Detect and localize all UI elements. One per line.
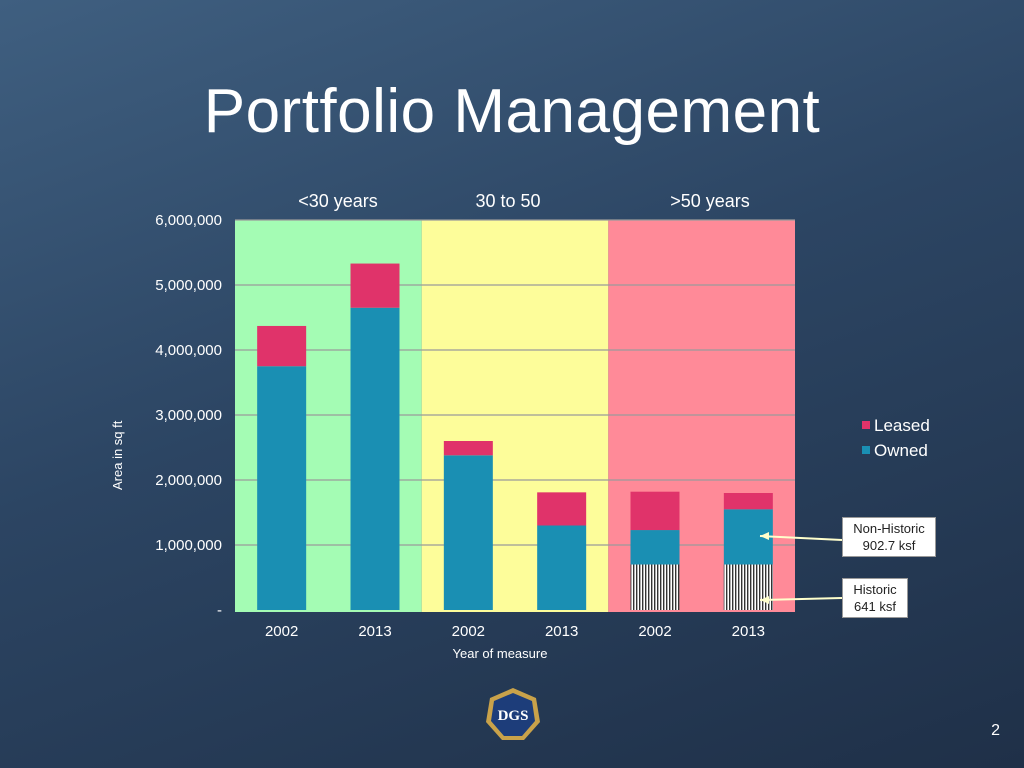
y-tick-label: 4,000,000	[155, 342, 222, 359]
bar-owned	[350, 307, 400, 610]
dgs-seal-logo: DGS	[486, 688, 540, 740]
legend-swatch-leased	[862, 421, 870, 429]
legend-swatch-owned	[862, 446, 870, 454]
y-tick-label: 5,000,000	[155, 277, 222, 294]
x-tick-label: 2013	[545, 623, 578, 640]
bar-historic-hatch	[723, 564, 773, 610]
bar-owned	[257, 366, 307, 610]
y-axis-title: Area in sq ft	[110, 420, 125, 490]
bar-leased	[723, 493, 773, 510]
callout-non-historic-label: Non-Historic	[853, 521, 925, 536]
bar-leased	[537, 492, 587, 526]
callout-historic-label: Historic	[853, 582, 897, 597]
x-tick-label: 2002	[638, 623, 671, 640]
bar-owned	[537, 525, 587, 610]
bar-owned	[443, 455, 493, 610]
band-label-gt50: >50 years	[670, 191, 750, 211]
bar-leased	[350, 263, 400, 308]
y-tick-label: -	[217, 602, 222, 619]
x-tick-label: 2013	[358, 623, 391, 640]
slide-title: Portfolio Management	[203, 77, 821, 146]
callout-arrow-line	[759, 535, 843, 541]
logo-text: DGS	[498, 708, 529, 724]
page-number: 2	[991, 722, 1000, 739]
bar-leased	[630, 491, 680, 531]
legend-label-leased: Leased	[874, 416, 930, 435]
y-tick-label: 1,000,000	[155, 537, 222, 554]
bar-historic-hatch	[630, 564, 680, 610]
bar-leased	[257, 325, 307, 367]
y-tick-label: 2,000,000	[155, 472, 222, 489]
callout-non-historic: Non-Historic 902.7 ksf	[842, 517, 936, 557]
x-axis-title: Year of measure	[452, 646, 548, 661]
y-tick-label: 6,000,000	[155, 212, 222, 229]
bar-leased	[443, 441, 493, 456]
x-tick-label: 2002	[452, 623, 485, 640]
callout-historic: Historic 641 ksf	[842, 578, 908, 618]
callout-arrow-head	[760, 532, 769, 540]
band-label-lt30: <30 years	[298, 191, 378, 211]
legend-label-owned: Owned	[874, 441, 928, 460]
callout-arrow-line	[759, 597, 843, 601]
x-tick-label: 2002	[265, 623, 298, 640]
callout-historic-value: 641 ksf	[854, 599, 896, 614]
x-tick-label: 2013	[732, 623, 765, 640]
callout-non-historic-value: 902.7 ksf	[862, 538, 916, 553]
band-label-30to50: 30 to 50	[475, 191, 541, 211]
callout-arrow-head	[760, 596, 769, 604]
y-tick-label: 3,000,000	[155, 407, 222, 424]
